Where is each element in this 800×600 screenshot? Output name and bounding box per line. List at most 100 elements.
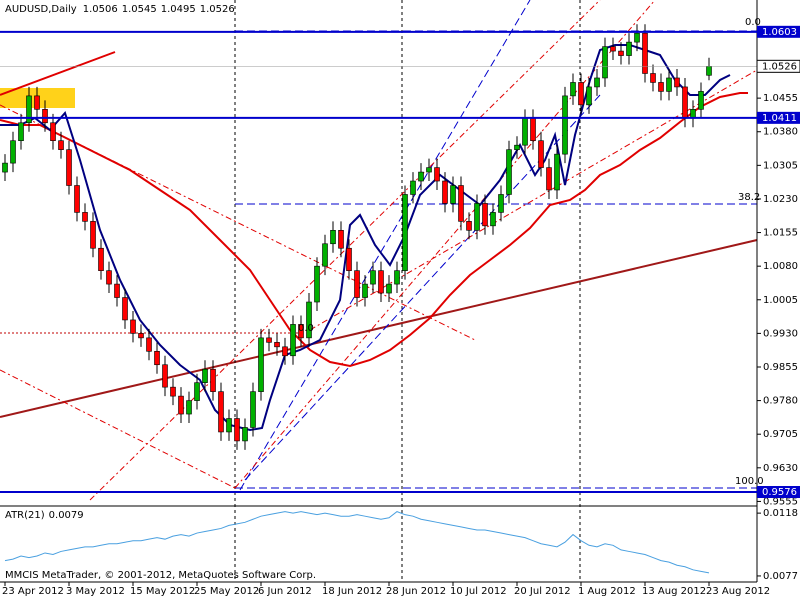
last-high: 1.0545 <box>122 4 157 15</box>
candle-body <box>506 149 512 195</box>
candle-body <box>258 337 264 392</box>
channel-line <box>234 0 656 489</box>
copyright: MMCIS MetaTrader, © 2001-2012, MetaQuote… <box>5 570 316 581</box>
y-tick-label: 1.0005 <box>763 295 798 306</box>
candle-body <box>138 333 144 339</box>
chart-title: AUDUSD,Daily 1.0506 1.0545 1.0495 1.0526 <box>5 4 235 15</box>
fib-label: 38.2 <box>738 192 760 203</box>
candle-body <box>106 270 112 285</box>
atr-tick-label: 0.0118 <box>763 508 798 519</box>
symbol: AUDUSD,Daily <box>5 4 77 15</box>
x-tick-label: 23 Apr 2012 <box>2 586 64 597</box>
candle-body <box>674 77 680 88</box>
candle-body <box>386 283 392 294</box>
candle-body <box>706 66 712 76</box>
x-tick-label: 13 Aug 2012 <box>642 586 706 597</box>
candle-body <box>394 270 400 285</box>
candle-body <box>202 368 208 383</box>
y-tick-label: 0.9930 <box>763 328 798 339</box>
y-tick-label: 0.9780 <box>763 396 798 407</box>
candle-body <box>218 391 224 433</box>
y-tick-label: 1.0455 <box>763 93 798 104</box>
candle-body <box>298 324 304 339</box>
candle-body <box>538 140 544 168</box>
candle-body <box>634 32 640 43</box>
candle-body <box>330 230 336 245</box>
x-tick-label: 18 Jun 2012 <box>322 586 382 597</box>
candle-body <box>666 77 672 92</box>
y-tick-label: 1.0155 <box>763 228 798 239</box>
candle-body <box>546 167 552 191</box>
trend-line <box>0 51 116 96</box>
candle-body <box>146 337 152 352</box>
candle-body <box>570 82 576 97</box>
fib-label: 0.0 <box>745 17 761 28</box>
candle-body <box>90 221 96 249</box>
candle-body <box>514 144 520 150</box>
candle-body <box>354 270 360 298</box>
moving-average-fast <box>0 44 731 432</box>
fan-line <box>0 369 236 489</box>
candle-body <box>522 117 528 146</box>
last-open: 1.0506 <box>83 4 118 15</box>
candle-body <box>162 364 168 388</box>
candle-body <box>378 270 384 294</box>
price-label: 0.9576 <box>762 487 797 498</box>
candle-body <box>650 73 656 83</box>
last-low: 1.0495 <box>161 4 196 15</box>
candle-body <box>306 301 312 339</box>
y-tick-label: 0.9855 <box>763 362 798 373</box>
x-tick-label: 1 Aug 2012 <box>578 586 636 597</box>
atr-title: ATR(21) 0.0079 <box>5 510 84 521</box>
x-tick-label: 10 Jul 2012 <box>450 586 507 597</box>
price-label-box <box>757 25 800 38</box>
candle-body <box>402 194 408 271</box>
y-tick-label: 1.0080 <box>763 261 798 272</box>
candle-body <box>42 109 48 124</box>
atr-value: 0.0079 <box>49 510 84 521</box>
candle-body <box>66 149 72 186</box>
x-tick-label: 23 Aug 2012 <box>706 586 770 597</box>
candle-body <box>498 194 504 213</box>
candle-body <box>586 86 592 106</box>
price-label-box <box>757 111 800 124</box>
candle-body <box>658 82 664 92</box>
candle-body <box>490 212 496 227</box>
candle-body <box>450 185 456 204</box>
candle-body <box>98 247 104 271</box>
atr-line <box>4 511 710 574</box>
candle-body <box>34 95 40 110</box>
candle-body <box>50 122 56 142</box>
candle-body <box>170 386 176 397</box>
price-label: 1.0411 <box>762 113 797 124</box>
candle-body <box>562 95 568 155</box>
candle-body <box>210 368 216 392</box>
candle-body <box>26 95 32 124</box>
candle-body <box>458 185 464 222</box>
price-label: 1.0603 <box>762 27 797 38</box>
y-tick-label: 1.0230 <box>763 194 798 205</box>
candle-body <box>18 122 24 142</box>
candle-body <box>178 395 184 415</box>
candle-body <box>370 270 376 285</box>
atr-tick-label: 0.0077 <box>763 571 798 582</box>
candle-body <box>154 351 160 366</box>
candle-body <box>226 418 232 433</box>
candle-body <box>2 162 8 173</box>
candle-body <box>578 82 584 106</box>
candle-body <box>122 297 128 321</box>
candle-body <box>602 46 608 79</box>
candle-body <box>466 221 472 231</box>
candle-body <box>418 171 424 182</box>
y-tick-label: 0.9555 <box>763 496 798 507</box>
x-tick-label: 3 May 2012 <box>66 586 125 597</box>
candle-body <box>82 212 88 222</box>
channel-line <box>239 0 531 491</box>
candle-body <box>642 32 648 74</box>
y-tick-label: 0.9705 <box>763 429 798 440</box>
candle-body <box>314 265 320 303</box>
candle-body <box>322 243 328 267</box>
last-close: 1.0526 <box>200 4 235 15</box>
